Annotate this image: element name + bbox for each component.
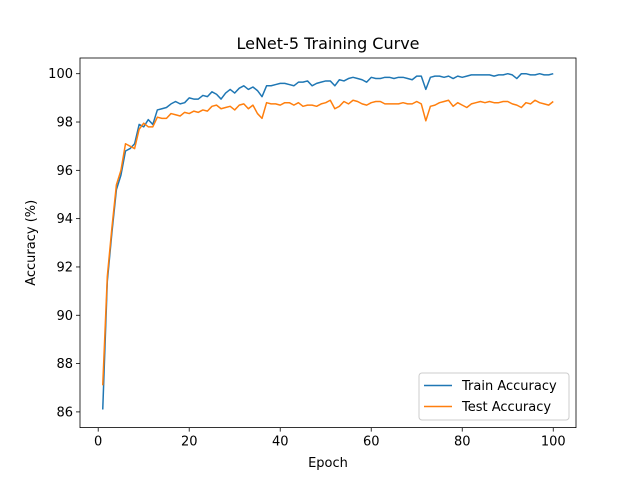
y-tick-label: 90	[56, 309, 73, 324]
legend-label-train: Train Accuracy	[461, 379, 557, 394]
plot-lines	[102, 72, 554, 410]
y-axis: 86 88 90 92 94 96 98 100	[48, 67, 80, 420]
x-axis-label: Epoch	[308, 456, 348, 471]
x-tick-label: 40	[272, 435, 289, 450]
y-tick-label: 98	[56, 116, 73, 131]
series-line-test	[102, 99, 554, 386]
x-tick-label: 0	[94, 435, 102, 450]
y-tick-label: 96	[56, 164, 73, 179]
legend-label-test: Test Accuracy	[461, 400, 551, 415]
x-axis: 0 20 40 60 80 100	[94, 427, 566, 450]
plot-frame	[79, 57, 577, 429]
y-tick-label: 88	[56, 357, 73, 372]
x-tick-label: 100	[541, 435, 566, 450]
y-tick-label: 94	[56, 212, 73, 227]
y-tick-label: 86	[56, 405, 73, 420]
x-tick-label: 60	[363, 435, 380, 450]
y-tick-label: 92	[56, 260, 73, 275]
y-tick-label: 100	[48, 67, 73, 82]
x-tick-label: 80	[454, 435, 471, 450]
series-line-train	[102, 72, 554, 410]
chart-title: LeNet-5 Training Curve	[236, 34, 419, 53]
x-tick-label: 20	[181, 435, 198, 450]
legend: Train Accuracy Test Accuracy	[418, 372, 570, 421]
y-axis-label: Accuracy (%)	[24, 200, 39, 286]
legend-box	[418, 372, 570, 421]
